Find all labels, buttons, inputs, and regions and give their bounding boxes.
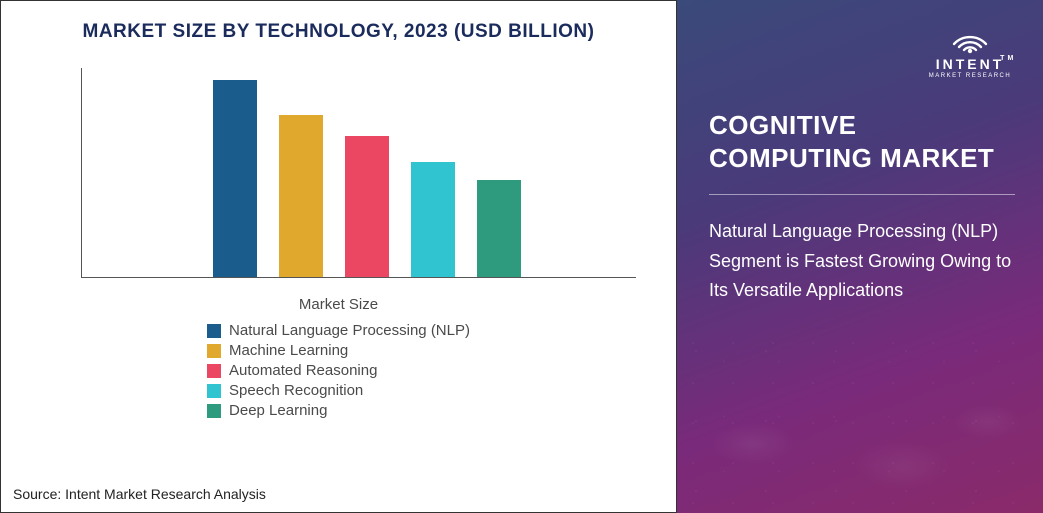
brand-logo: INTENT TM MARKET RESEARCH (925, 20, 1015, 79)
legend-item: Speech Recognition (207, 382, 470, 399)
legend-swatch (207, 364, 221, 378)
logo-main-label: INTENT (936, 56, 1005, 72)
divider (709, 194, 1015, 195)
legend-item: Deep Learning (207, 402, 470, 419)
wifi-icon (948, 20, 992, 54)
legend-item: Automated Reasoning (207, 362, 470, 379)
chart-title: MARKET SIZE BY TECHNOLOGY, 2023 (USD BIL… (1, 1, 676, 58)
legend-label: Deep Learning (229, 402, 327, 419)
legend-list: Natural Language Processing (NLP) Machine… (207, 319, 470, 422)
legend-swatch (207, 384, 221, 398)
bar (279, 115, 323, 277)
chart-panel: MARKET SIZE BY TECHNOLOGY, 2023 (USD BIL… (0, 0, 677, 513)
logo-text-sub: MARKET RESEARCH (929, 73, 1011, 79)
logo-text-main: INTENT TM (936, 56, 1005, 72)
bar (213, 80, 257, 277)
panel-subtext: Natural Language Processing (NLP) Segmen… (709, 217, 1015, 306)
bar (345, 136, 389, 277)
legend-swatch (207, 344, 221, 358)
legend-swatch (207, 324, 221, 338)
legend-label: Automated Reasoning (229, 362, 377, 379)
info-panel: INTENT TM MARKET RESEARCH COGNITIVE COMP… (677, 0, 1043, 513)
legend-section: Market Size Natural Language Processing … (1, 288, 676, 433)
legend-label: Natural Language Processing (NLP) (229, 322, 470, 339)
source-note: Source: Intent Market Research Analysis (13, 486, 266, 502)
chart-area (1, 58, 676, 288)
legend-item: Natural Language Processing (NLP) (207, 322, 470, 339)
legend-label: Speech Recognition (229, 382, 363, 399)
legend-swatch (207, 404, 221, 418)
panel-headline: COGNITIVE COMPUTING MARKET (709, 109, 1015, 174)
legend-item: Machine Learning (207, 342, 470, 359)
bar (411, 162, 455, 278)
logo-tm: TM (1000, 55, 1016, 62)
axis-label: Market Size (41, 296, 636, 313)
bar (477, 180, 521, 277)
legend-label: Machine Learning (229, 342, 348, 359)
bars-container (81, 68, 636, 278)
logo-wrap: INTENT TM MARKET RESEARCH (709, 20, 1015, 79)
